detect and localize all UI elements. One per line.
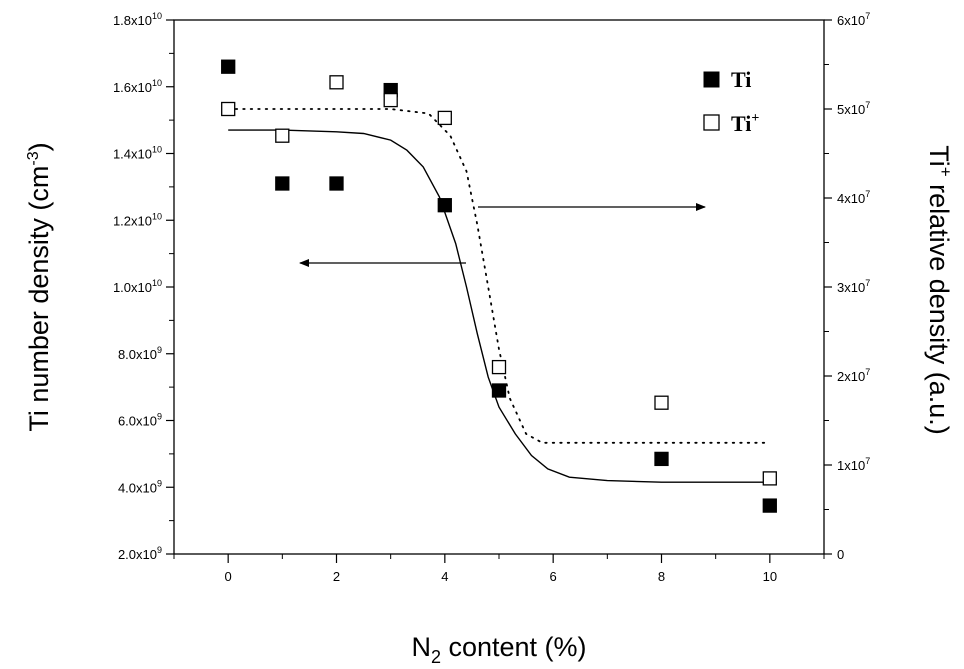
fit-curve-left-axis <box>228 129 770 483</box>
y-left-tick-mantissa: 2.0x10 <box>118 547 157 562</box>
ti-plus-data-point <box>221 101 236 117</box>
y-left-axis-title: Ti number density (cm-3) <box>24 142 54 431</box>
y-right-tick-label: 4x107 <box>837 189 870 206</box>
y-left-tick-mantissa: 8.0x10 <box>118 347 157 362</box>
y-right-title-pre: Ti <box>924 145 954 167</box>
y-right-tick-label: 2x107 <box>837 367 870 384</box>
y-left-tick-mantissa: 1.4x10 <box>113 147 152 162</box>
y-left-tick-label: 8.0x109 <box>118 345 162 362</box>
ti-plus-data-point <box>329 75 344 90</box>
y-left-tick-mantissa: 1.2x10 <box>113 213 152 228</box>
y-right-tick-exponent: 7 <box>865 456 870 466</box>
y-left-title-sup: -3 <box>25 151 42 165</box>
y-right-tick-label: 3x107 <box>837 278 870 295</box>
legend-label-ti-plus-sup: + <box>751 111 759 126</box>
y-left-tick-mantissa: 1.8x10 <box>113 13 152 28</box>
legend-marker-ti-plus <box>703 114 720 131</box>
y-right-title-sup: + <box>936 167 955 177</box>
y-right-tick-exponent: 7 <box>865 100 870 110</box>
y-left-tick-label: 2.0x109 <box>118 545 162 562</box>
y-left-tick-label: 1.0x1010 <box>113 278 162 295</box>
y-right-tick-exponent: 7 <box>865 11 870 21</box>
y-left-tick-exponent: 9 <box>157 545 162 555</box>
y-right-title-rest: relative density (a.u.) <box>924 177 954 435</box>
x-axis-title: N2 content (%) <box>411 632 586 667</box>
ti-plus-data-point <box>437 110 452 126</box>
legend-marker-ti <box>703 71 720 88</box>
y-left-tick-mantissa: 6.0x10 <box>118 414 157 429</box>
y-right-axis-title: Ti+ relative density (a.u.) <box>924 145 955 435</box>
y-right-tick-mantissa: 5x10 <box>837 102 865 117</box>
x-tick-label: 2 <box>333 569 340 584</box>
x-axis-title-sub: 2 <box>431 647 441 667</box>
y-left-tick-label: 1.6x1010 <box>113 78 162 95</box>
plot-frame <box>173 19 825 555</box>
y-left-tick-exponent: 10 <box>152 211 162 221</box>
y-left-tick-mantissa: 1.0x10 <box>113 280 152 295</box>
x-tick-label: 4 <box>441 569 448 584</box>
y-right-tick-mantissa: 0 <box>837 547 844 562</box>
y-right-tick-exponent: 7 <box>865 278 870 288</box>
y-left-tick-exponent: 9 <box>157 345 162 355</box>
ti-data-point <box>437 198 452 213</box>
x-tick-label: 10 <box>763 569 777 584</box>
legend-label-ti-plus: Ti+ <box>731 111 759 136</box>
x-tick-label: 0 <box>225 569 232 584</box>
x-axis-title-main: N <box>411 632 431 662</box>
y-left-tick-mantissa: 1.6x10 <box>113 80 152 95</box>
y-left-tick-label: 1.8x1010 <box>113 11 162 28</box>
y-left-title-main: Ti number density (cm <box>24 166 54 432</box>
ti-data-point <box>654 451 669 467</box>
y-right-tick-mantissa: 4x10 <box>837 191 865 206</box>
y-left-tick-exponent: 9 <box>157 412 162 422</box>
y-right-tick-exponent: 7 <box>865 367 870 377</box>
y-left-tick-exponent: 10 <box>152 278 162 288</box>
y-right-tick-exponent: 7 <box>865 189 870 199</box>
legend: Ti Ti+ <box>703 67 759 136</box>
ti-data-point <box>329 176 344 191</box>
y-left-tick-label: 4.0x109 <box>118 478 162 495</box>
y-right-tick-mantissa: 3x10 <box>837 280 865 295</box>
y-left-tick-exponent: 10 <box>152 11 162 21</box>
y-right-tick-label: 1x107 <box>837 456 870 473</box>
x-tick-label: 6 <box>550 569 557 584</box>
ti-data-point <box>491 383 507 398</box>
y-right-tick-label: 5x107 <box>837 100 870 117</box>
y-right-tick-label: 6x107 <box>837 11 870 28</box>
data-points <box>221 59 777 513</box>
legend-label-ti-plus-base: Ti <box>731 111 751 136</box>
y-left-title-end: ) <box>24 142 54 151</box>
ticks-layer: 0 2 4 6 8 102.0x1094.0x1096.0x1098.0x1091.0x1… <box>113 11 870 584</box>
fit-curve-right-axis <box>227 108 771 444</box>
y-left-tick-exponent: 10 <box>152 78 162 88</box>
y-left-tick-exponent: 10 <box>152 145 162 155</box>
y-left-tick-exponent: 9 <box>157 478 162 488</box>
x-axis-title-rest: content (%) <box>441 632 587 662</box>
ti-plus-data-point <box>762 471 777 486</box>
y-right-tick-mantissa: 1x10 <box>837 458 865 473</box>
y-right-tick-label: 0 <box>837 547 844 562</box>
ti-plus-data-point <box>491 359 507 375</box>
ti-data-point <box>221 59 236 74</box>
legend-label-ti: Ti <box>731 67 751 92</box>
ti-plus-data-point <box>275 128 290 143</box>
ti-data-point <box>275 176 290 191</box>
y-right-tick-mantissa: 6x10 <box>837 13 865 28</box>
y-left-tick-label: 1.4x1010 <box>113 145 162 162</box>
ti-data-point <box>762 498 777 513</box>
y-left-tick-mantissa: 4.0x10 <box>118 480 157 495</box>
ti-plus-data-point <box>383 92 398 108</box>
y-left-tick-label: 1.2x1010 <box>113 211 162 228</box>
fit-curves <box>227 108 771 483</box>
ti-plus-data-point <box>654 395 669 410</box>
y-left-tick-label: 6.0x109 <box>118 412 162 429</box>
x-tick-label: 8 <box>658 569 665 584</box>
y-right-tick-mantissa: 2x10 <box>837 369 865 384</box>
